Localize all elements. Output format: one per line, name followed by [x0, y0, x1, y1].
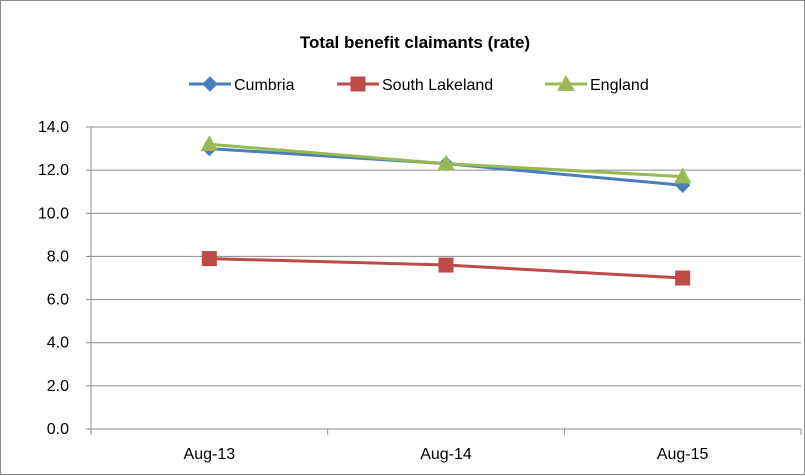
x-tick-label: Aug-15	[657, 446, 709, 463]
axes	[86, 126, 802, 435]
y-tick-label: 2.0	[47, 378, 69, 395]
x-tick-label: Aug-14	[420, 446, 472, 463]
legend-label-cumbria: Cumbria	[234, 77, 295, 94]
y-tick-label: 10.0	[38, 205, 69, 222]
legend-label-south-lakeland: South Lakeland	[382, 77, 493, 94]
y-tick-label: 12.0	[38, 162, 69, 179]
data-point-south-lakeland	[675, 270, 691, 286]
y-axis-tick-labels: 0.0 2.0 4.0 6.0 8.0 10.0 12.0 14.0	[38, 119, 69, 438]
chart-title: Total benefit claimants (rate)	[300, 33, 530, 52]
y-tick-label: 0.0	[47, 421, 69, 438]
data-point-england	[437, 154, 455, 171]
y-tick-label: 6.0	[47, 292, 69, 309]
legend: Cumbria South Lakeland England	[189, 74, 649, 94]
legend-marker-south-lakeland	[350, 76, 366, 92]
data-point-england	[200, 135, 219, 152]
data-point-south-lakeland	[201, 251, 217, 267]
data-point-england	[673, 167, 692, 184]
legend-marker-england	[557, 74, 575, 91]
gridlines	[91, 126, 801, 387]
data-point-south-lakeland	[438, 257, 454, 273]
series-group	[200, 135, 692, 286]
y-tick-label: 4.0	[47, 335, 69, 352]
y-tick-label: 8.0	[47, 248, 69, 265]
legend-marker-cumbria	[202, 76, 218, 92]
y-tick-label: 14.0	[38, 119, 69, 136]
x-tick-label: Aug-13	[184, 446, 236, 463]
legend-label-england: England	[590, 77, 649, 94]
x-axis-tick-labels: Aug-13 Aug-14 Aug-15	[184, 446, 709, 463]
